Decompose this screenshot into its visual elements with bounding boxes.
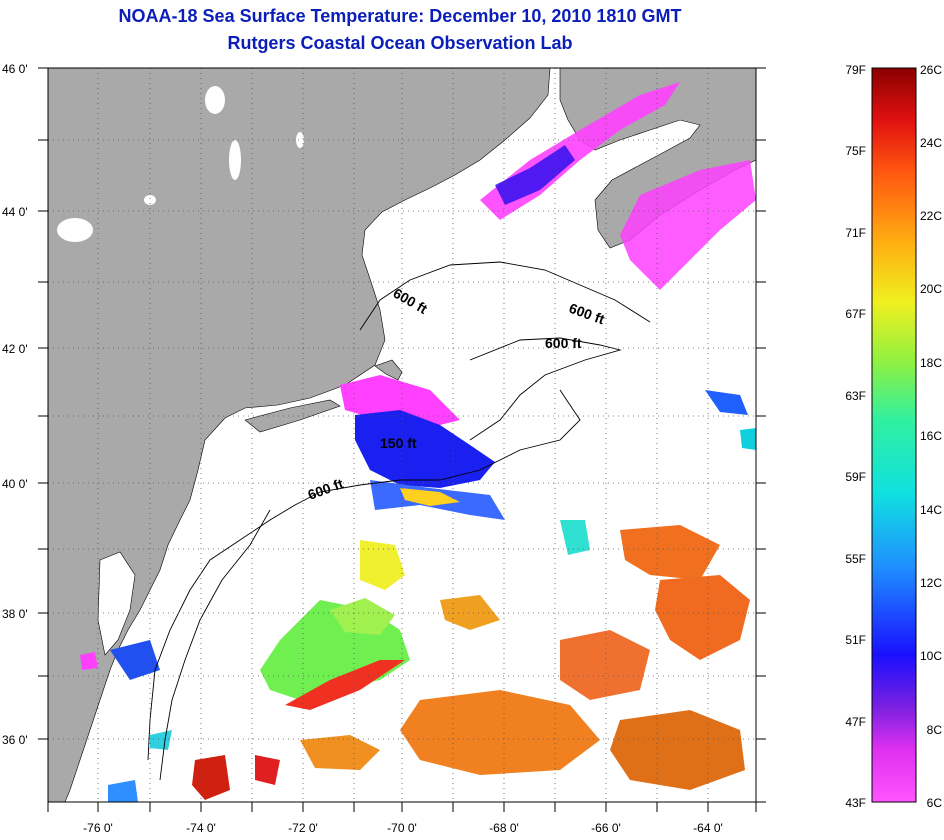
lake xyxy=(57,218,93,242)
sst-patch xyxy=(400,690,600,775)
legend-f-label: 59F xyxy=(845,470,866,484)
contour-line xyxy=(147,389,581,761)
contour-label: 150 ft xyxy=(380,435,417,451)
lake xyxy=(205,86,225,114)
sst-patch xyxy=(620,160,756,290)
lake xyxy=(229,140,241,180)
sst-data xyxy=(80,82,756,802)
sst-patch xyxy=(80,652,98,670)
lat-tick-label: 44 0' xyxy=(2,205,28,219)
sst-patch xyxy=(495,145,575,205)
lon-tick-label: -68 0' xyxy=(489,821,519,835)
sst-patch xyxy=(440,595,500,630)
legend-f-label: 75F xyxy=(845,144,866,158)
lat-tick-label: 36 0' xyxy=(2,733,28,747)
legend-f-label: 67F xyxy=(845,307,866,321)
sst-patch xyxy=(655,575,750,660)
colorbar xyxy=(871,67,917,803)
lon-tick-label: -74 0' xyxy=(186,821,216,835)
sst-patch xyxy=(705,390,748,415)
sst-patch xyxy=(560,630,650,700)
sst-patch xyxy=(610,710,745,790)
sst-patch xyxy=(285,660,405,710)
legend-f-label: 47F xyxy=(845,715,866,729)
legend-c-label: 12C xyxy=(920,576,942,590)
sst-patch xyxy=(110,640,160,680)
map-area: 600 ft 600 ft 600 ft 150 ft 600 ft xyxy=(48,68,756,802)
land-north-america xyxy=(48,68,551,802)
sst-patch xyxy=(192,755,230,800)
bathymetry-contours xyxy=(147,261,651,781)
lat-tick-label: 42 0' xyxy=(2,342,28,356)
axis-ticks xyxy=(38,67,766,812)
legend-f-label: 51F xyxy=(845,633,866,647)
legend-c-label: 8C xyxy=(927,723,943,737)
lon-tick-label: -66 0' xyxy=(591,821,621,835)
land-delmarva xyxy=(97,551,136,656)
contour-line xyxy=(469,337,622,441)
legend-c-label: 10C xyxy=(920,649,942,663)
contour-label: 600 ft xyxy=(545,335,582,351)
sst-patch xyxy=(300,735,380,770)
land-long-island xyxy=(244,399,341,433)
map-subtitle: Rutgers Coastal Ocean Observation Lab xyxy=(227,33,573,53)
graticule xyxy=(48,68,756,802)
lake xyxy=(296,132,304,148)
legend-c-label: 26C xyxy=(920,63,942,77)
legend-c-label: 22C xyxy=(920,209,942,223)
sst-patch xyxy=(108,780,138,802)
lon-tick-label: -72 0' xyxy=(288,821,318,835)
sst-patch xyxy=(620,525,720,580)
legend-c-label: 6C xyxy=(927,796,943,810)
legend-c-label: 18C xyxy=(920,356,942,370)
contour-line xyxy=(159,509,271,781)
land-cape-cod xyxy=(374,359,403,381)
lon-tick-label: -64 0' xyxy=(693,821,723,835)
lake xyxy=(144,195,156,205)
map-title: NOAA-18 Sea Surface Temperature: Decembe… xyxy=(118,6,682,26)
legend-f-label: 63F xyxy=(845,389,866,403)
legend-f-label: 71F xyxy=(845,226,866,240)
legend-f-label: 55F xyxy=(845,552,866,566)
legend-c-label: 24C xyxy=(920,136,942,150)
sst-patch xyxy=(360,540,405,590)
lat-tick-label: 38 0' xyxy=(2,607,28,621)
legend-f-label: 43F xyxy=(845,796,866,810)
sst-patch xyxy=(255,755,280,785)
lat-tick-label: 40 0' xyxy=(2,477,28,491)
sst-patch xyxy=(400,488,460,506)
sst-patch xyxy=(355,410,495,488)
contour-line xyxy=(359,261,651,331)
color-legend: 79F 75F 71F 67F 63F 59F 55F 51F 47F 43F … xyxy=(845,63,942,810)
sst-patch xyxy=(740,428,756,450)
legend-c-label: 14C xyxy=(920,503,942,517)
lon-tick-label: -76 0' xyxy=(83,821,113,835)
legend-c-label: 16C xyxy=(920,429,942,443)
legend-c-label: 20C xyxy=(920,282,942,296)
legend-f-label: 79F xyxy=(845,63,866,77)
sst-patch xyxy=(150,730,172,750)
sst-patch xyxy=(560,520,590,555)
sst-patch xyxy=(330,598,395,635)
lon-tick-label: -70 0' xyxy=(387,821,417,835)
lat-tick-label: 46 0' xyxy=(2,62,28,76)
